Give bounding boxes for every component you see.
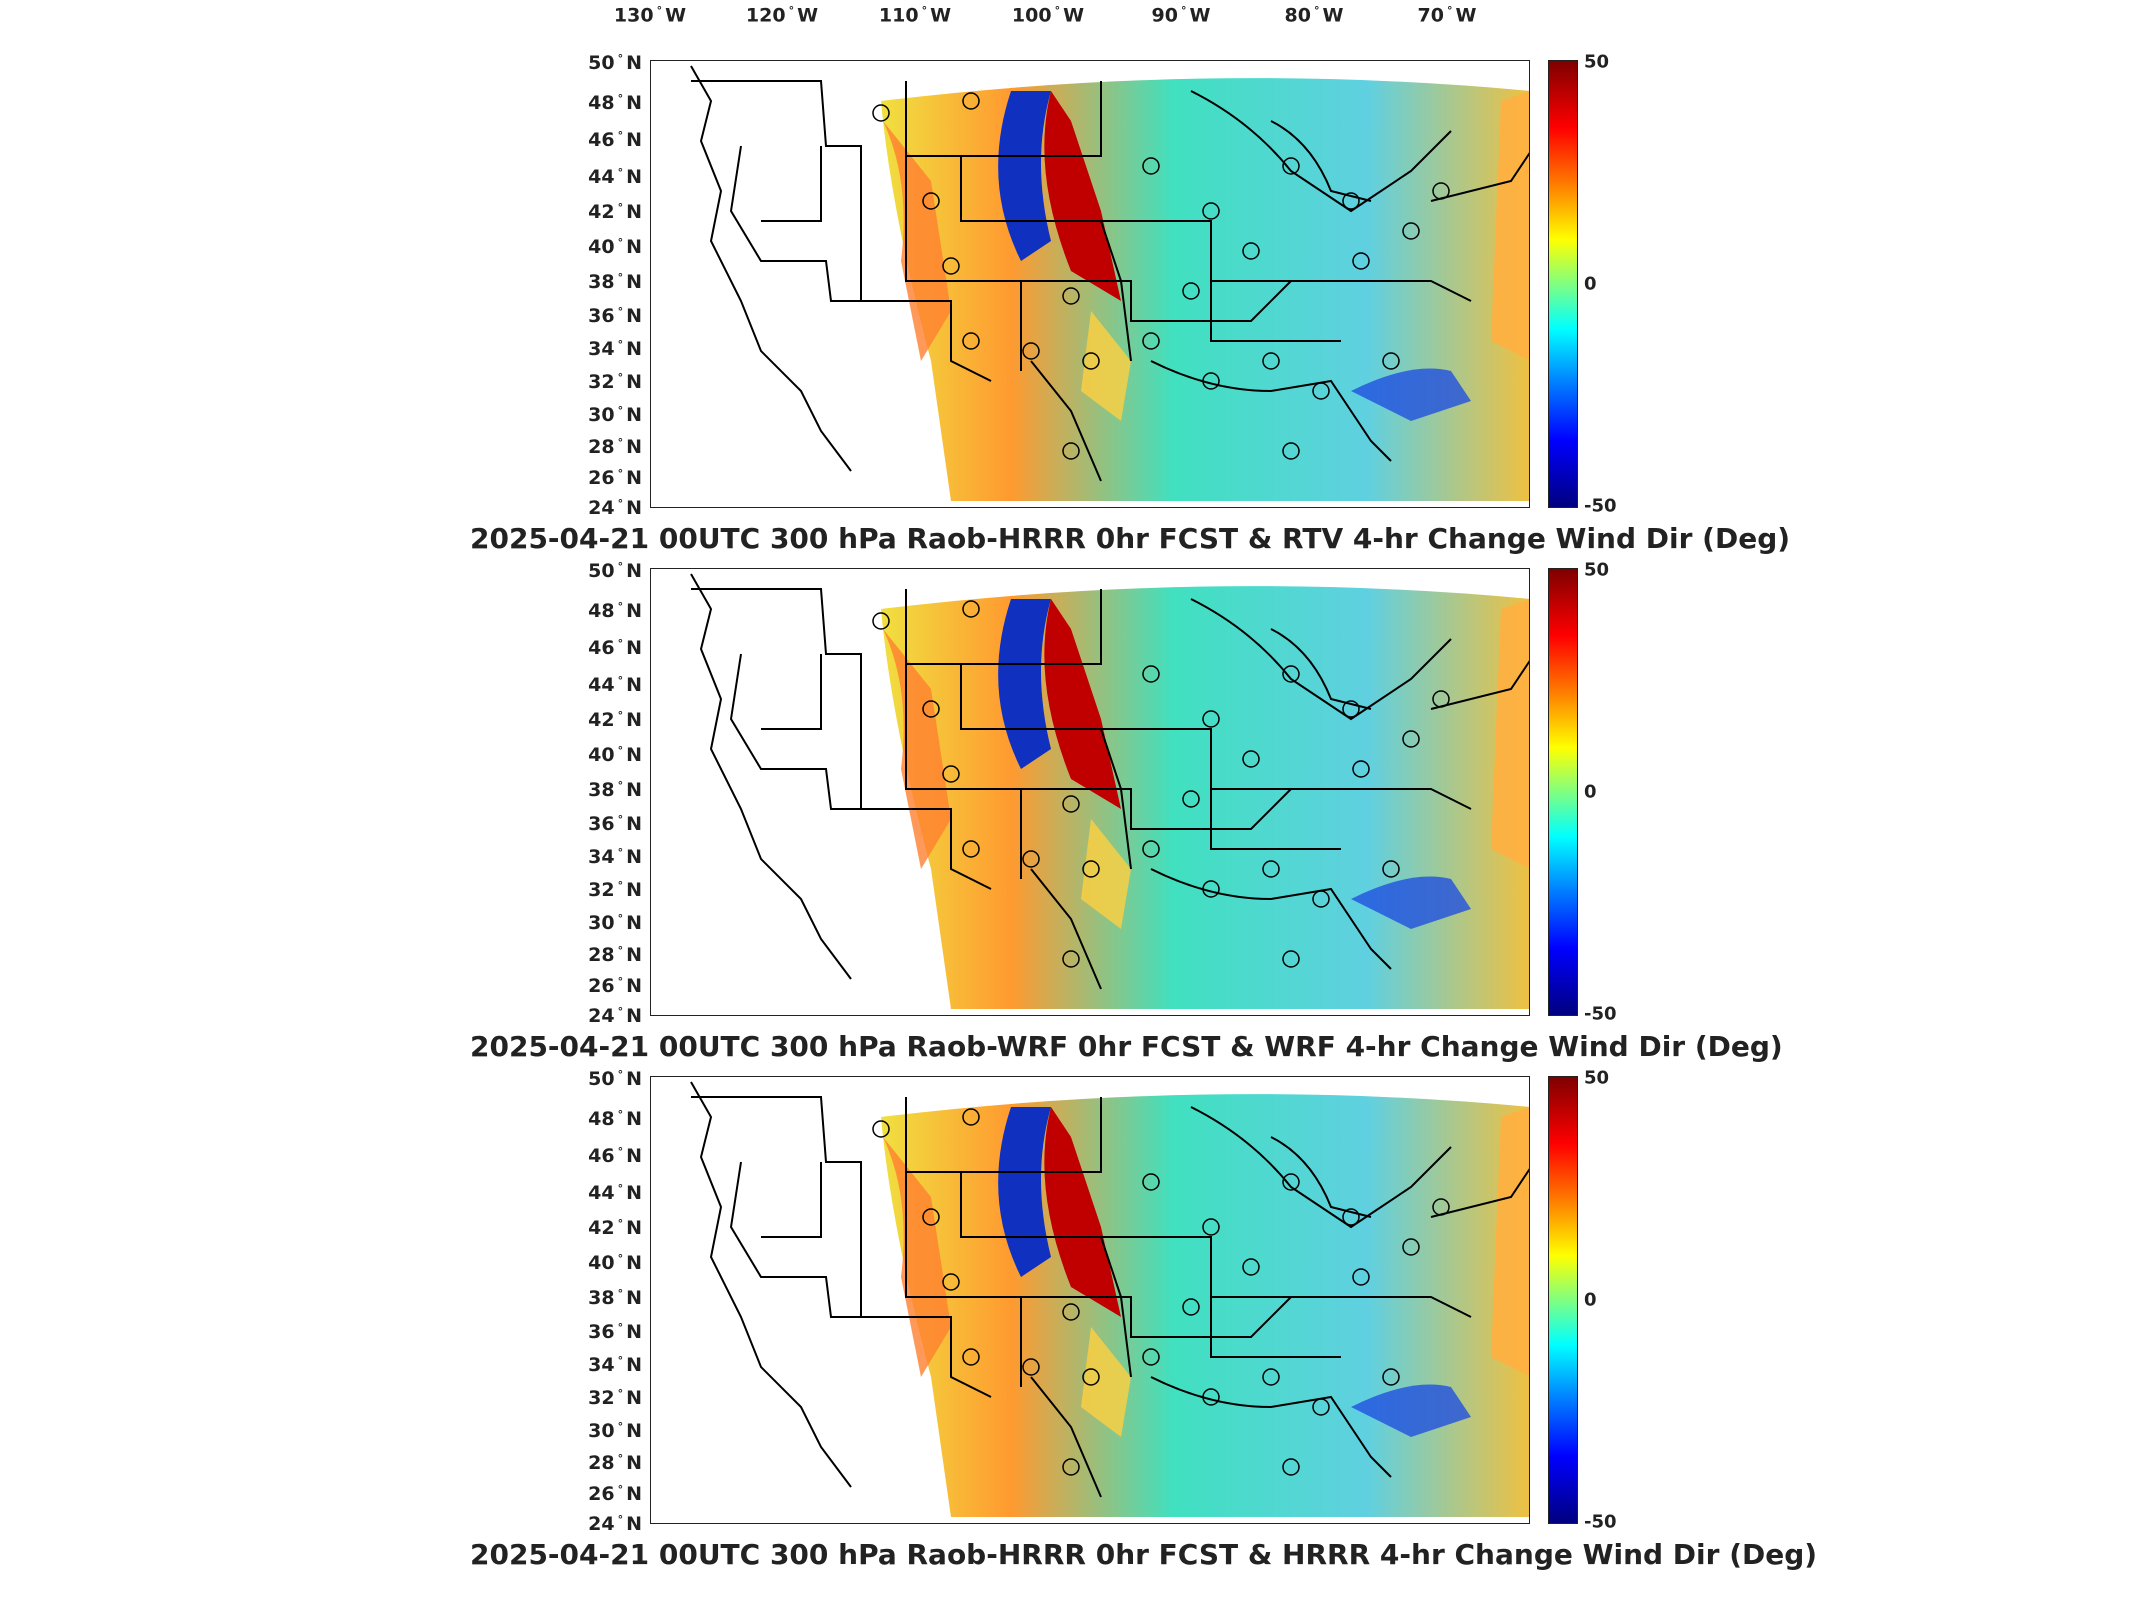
colorbar-max-label: 50 [1584,1067,1610,1089]
longitude-axis: 130 ° W 120 ° W 110 ° W 100 ° W 90 ° W 80 ° W 70 ° W [614,4,1530,34]
latitude-label: 42 ° N [588,708,642,732]
latitude-label: 48 ° N [588,599,642,623]
latitude-label: 36 ° N [588,812,642,836]
wind-direction-map [690,573,1529,1010]
latitude-label: 28 ° N [588,435,642,459]
latitude-label: 34 ° N [588,1353,642,1377]
latitude-axis: 50 ° N 48 ° N 46 ° N 44 ° N 42 ° N 40 ° N 38 ° N 36 ° N … [560,1068,650,1536]
panel-title: 2025-04-21 00UTC 300 hPa Raob-WRF 0hr FC… [470,1030,1783,1063]
latitude-label: 48 ° N [588,91,642,115]
map-plot [650,1076,1530,1524]
longitude-label: 130 ° W [613,4,687,27]
latitude-label: 46 ° N [588,636,642,660]
latitude-label: 34 ° N [588,337,642,361]
latitude-label: 36 ° N [588,1320,642,1344]
latitude-label: 32 ° N [588,370,642,394]
latitude-axis: 50 ° N 48 ° N 46 ° N 44 ° N 42 ° N 40 ° N 38 ° N 36 ° N … [560,560,650,1028]
latitude-label: 28 ° N [588,1451,642,1475]
latitude-label: 44 ° N [588,673,642,697]
latitude-label: 40 ° N [588,743,642,767]
colorbar-mid-label: 0 [1584,273,1597,295]
colorbar-max-label: 50 [1584,559,1610,581]
latitude-label: 28 ° N [588,943,642,967]
latitude-label: 24 ° N [588,496,642,520]
map-panel-3: 50 ° N 48 ° N 46 ° N 44 ° N 42 ° N 40 ° N 38 ° N 36 ° N … [0,1068,2133,1586]
latitude-label: 50 ° N [588,559,642,583]
latitude-label: 40 ° N [588,235,642,259]
colorbar-max-label: 50 [1584,51,1610,73]
longitude-label: 70 ° W [1417,4,1477,27]
latitude-label: 26 ° N [588,1482,642,1506]
latitude-label: 30 ° N [588,403,642,427]
latitude-label: 44 ° N [588,165,642,189]
map-panel-1: 50 ° N 48 ° N 46 ° N 44 ° N 42 ° N 40 ° N 38 ° N 36 ° N … [0,52,2133,570]
latitude-label: 32 ° N [588,1386,642,1410]
latitude-label: 46 ° N [588,128,642,152]
latitude-label: 26 ° N [588,974,642,998]
latitude-label: 40 ° N [588,1251,642,1275]
latitude-label: 46 ° N [588,1144,642,1168]
wind-direction-map [690,65,1529,502]
latitude-axis: 50 ° N 48 ° N 46 ° N 44 ° N 42 ° N 40 ° N 38 ° N 36 ° N … [560,52,650,520]
latitude-label: 34 ° N [588,845,642,869]
colorbar-mid-label: 0 [1584,781,1597,803]
colorbar-min-label: -50 [1584,495,1617,517]
colorbar [1548,568,1578,1016]
latitude-label: 30 ° N [588,1419,642,1443]
latitude-label: 50 ° N [588,51,642,75]
colorbar [1548,1076,1578,1524]
colorbar-min-label: -50 [1584,1003,1617,1025]
longitude-label: 80 ° W [1284,4,1344,27]
latitude-label: 32 ° N [588,878,642,902]
longitude-label: 110 ° W [878,4,952,27]
latitude-label: 24 ° N [588,1512,642,1536]
map-panel-2: 50 ° N 48 ° N 46 ° N 44 ° N 42 ° N 40 ° N 38 ° N 36 ° N … [0,560,2133,1078]
latitude-label: 38 ° N [588,778,642,802]
panel-title: 2025-04-21 00UTC 300 hPa Raob-HRRR 0hr F… [470,522,1791,555]
longitude-label: 100 ° W [1011,4,1085,27]
longitude-label: 120 ° W [745,4,819,27]
latitude-label: 42 ° N [588,200,642,224]
latitude-label: 30 ° N [588,911,642,935]
panel-title: 2025-04-21 00UTC 300 hPa Raob-HRRR 0hr F… [470,1538,1818,1571]
latitude-label: 36 ° N [588,304,642,328]
colorbar [1548,60,1578,508]
latitude-label: 24 ° N [588,1004,642,1028]
latitude-label: 44 ° N [588,1181,642,1205]
longitude-label: 90 ° W [1151,4,1211,27]
map-plot [650,568,1530,1016]
latitude-label: 48 ° N [588,1107,642,1131]
latitude-label: 38 ° N [588,1286,642,1310]
colorbar-mid-label: 0 [1584,1289,1597,1311]
map-plot [650,60,1530,508]
latitude-label: 42 ° N [588,1216,642,1240]
latitude-label: 50 ° N [588,1067,642,1091]
latitude-label: 26 ° N [588,466,642,490]
latitude-label: 38 ° N [588,270,642,294]
wind-direction-map [690,1081,1529,1518]
colorbar-min-label: -50 [1584,1511,1617,1533]
